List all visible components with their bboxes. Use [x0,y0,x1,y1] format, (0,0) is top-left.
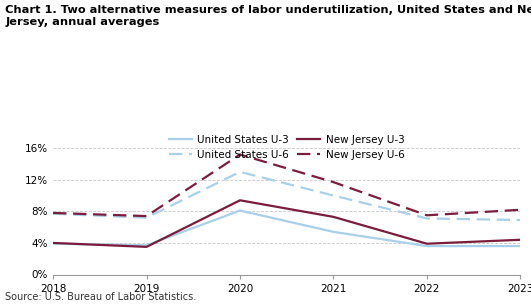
Text: Jersey, annual averages: Jersey, annual averages [5,17,159,27]
Text: Source: U.S. Bureau of Labor Statistics.: Source: U.S. Bureau of Labor Statistics. [5,292,196,302]
Text: Chart 1. Two alternative measures of labor underutilization, United States and N: Chart 1. Two alternative measures of lab… [5,5,531,15]
Legend: United States U-3, United States U-6, New Jersey U-3, New Jersey U-6: United States U-3, United States U-6, Ne… [169,135,404,160]
